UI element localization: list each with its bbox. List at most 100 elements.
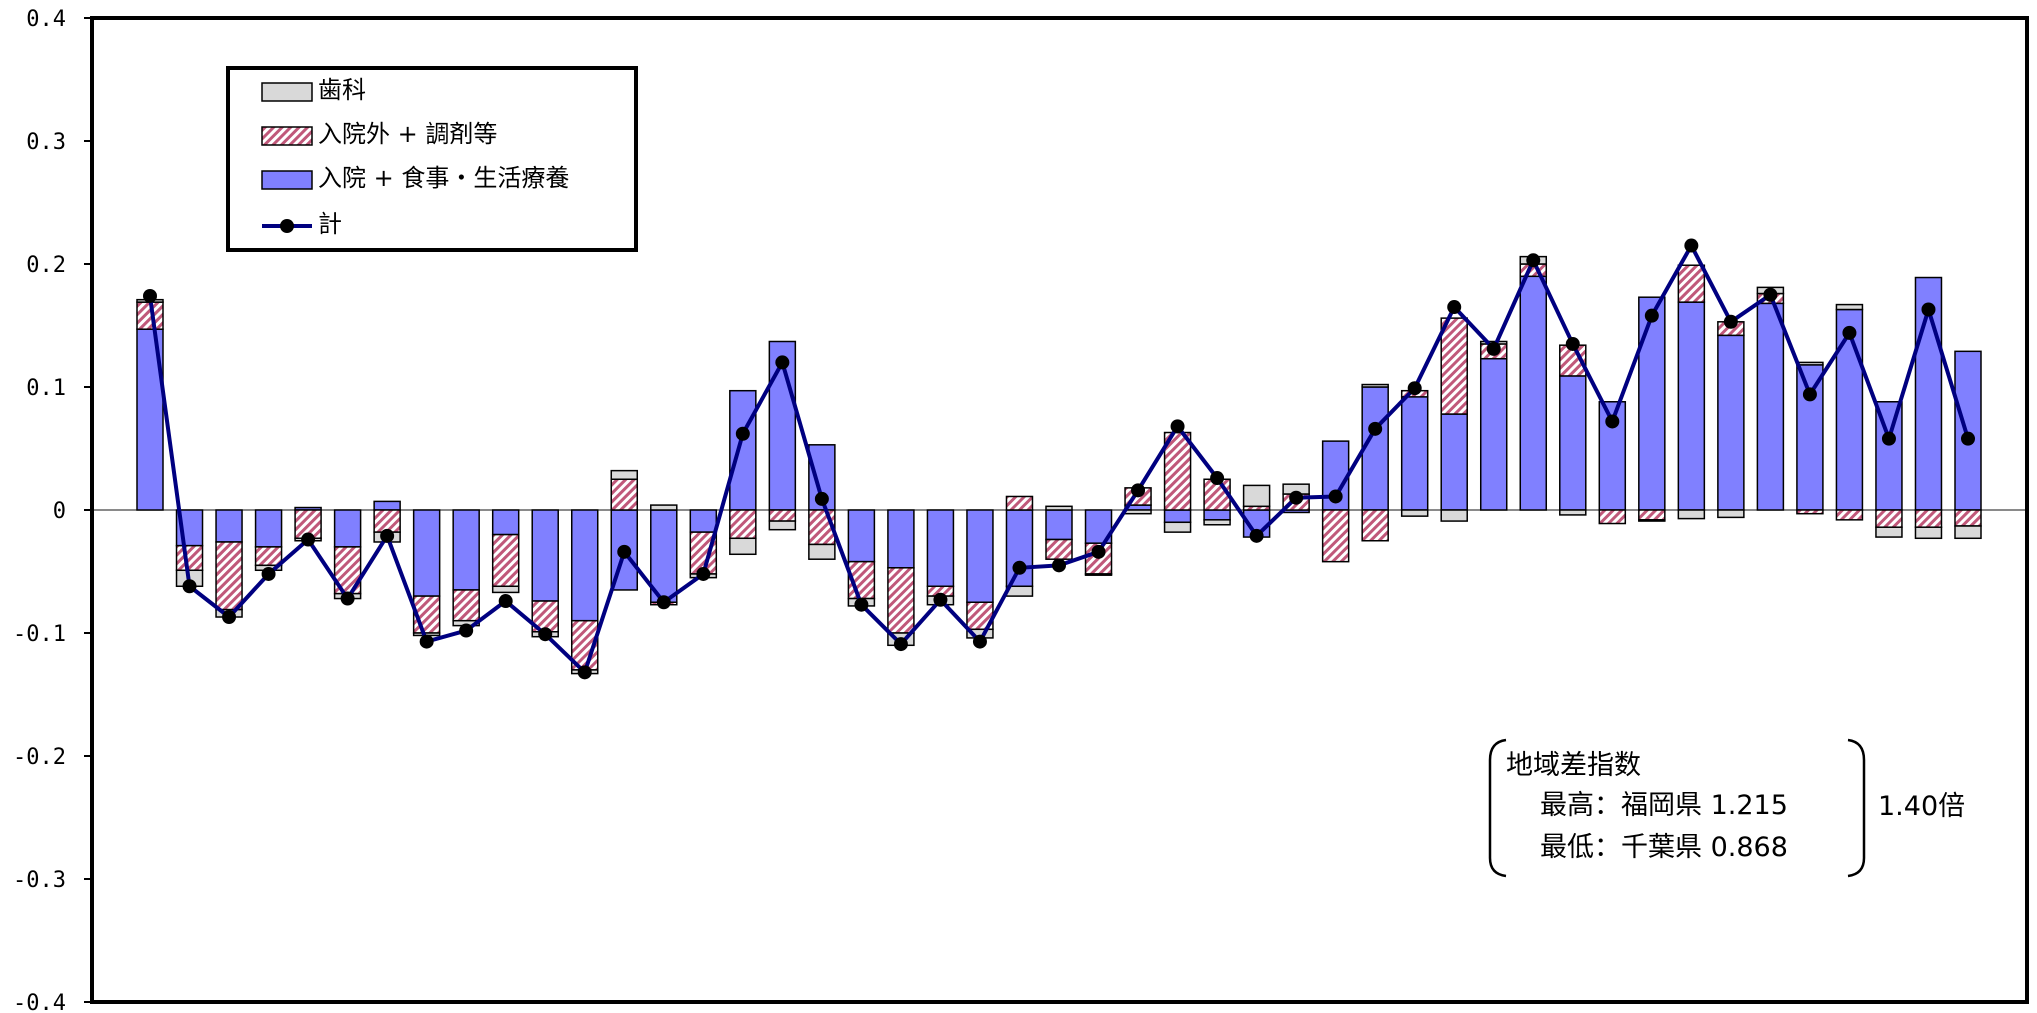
bar-segment-dental	[1914, 526, 1943, 540]
total-point	[1368, 421, 1383, 436]
bar-segment-outpatient	[729, 509, 757, 540]
bar-segment-dental	[1440, 509, 1468, 522]
index-ratio: 1.40倍	[1878, 791, 1965, 822]
right-bracket	[1847, 738, 1866, 878]
bar-segment-outpatient	[175, 544, 204, 572]
bar-segment-inpatient	[254, 509, 283, 548]
total-point	[1131, 483, 1146, 498]
y-tick-label: -0.1	[13, 622, 66, 647]
total-point	[1170, 419, 1185, 434]
left-bracket	[1488, 738, 1507, 878]
total-point	[222, 610, 237, 625]
total-point	[1881, 431, 1896, 446]
total-point	[893, 637, 908, 652]
total-point	[498, 594, 513, 609]
total-point	[1407, 381, 1422, 396]
bar-segment-outpatient	[215, 541, 243, 611]
bar-segment-inpatient	[966, 509, 994, 603]
total-point	[775, 355, 790, 370]
bar-segment-outpatient	[1914, 509, 1943, 528]
bar-segment-dental	[729, 537, 757, 556]
total-point	[1052, 558, 1066, 573]
bar-segment-inpatient	[887, 509, 915, 569]
total-point	[1644, 308, 1659, 323]
bar-segment-outpatient	[1598, 509, 1627, 525]
plot-area-frame	[90, 16, 2029, 1004]
bar-segment-inpatient	[1005, 509, 1034, 588]
total-point	[143, 288, 157, 303]
bar-segment-outpatient	[768, 509, 797, 522]
total-point	[1684, 238, 1699, 253]
bar-segment-inpatient	[373, 500, 401, 511]
total-point	[1091, 544, 1106, 559]
bar-segment-dental	[610, 469, 639, 481]
total-point	[1763, 287, 1778, 302]
legend-label-inpatient: 入院 + 食事・生活療養	[318, 164, 569, 192]
bar-segment-dental	[1163, 521, 1192, 533]
index-title: 地域差指数	[1506, 750, 1641, 781]
legend: 歯科 入院外 + 調剤等 入院 + 食事・生活療養 計	[226, 66, 638, 252]
total-line	[143, 238, 1975, 680]
bar-segment-dental	[1400, 509, 1429, 517]
bar-segment-outpatient	[1796, 509, 1824, 515]
total-point	[735, 426, 750, 441]
bar-segment-outpatient	[491, 533, 520, 588]
y-tick-label: 0	[53, 499, 66, 524]
total-point	[1012, 560, 1027, 575]
bar-segment-outpatient	[1954, 509, 1982, 527]
total-point	[814, 491, 829, 506]
legend-swatch-outpatient	[261, 126, 313, 146]
bar-segment-inpatient	[1479, 357, 1508, 511]
total-point	[1842, 325, 1857, 340]
index-high: 最高：福岡県 1.215	[1540, 790, 1788, 821]
bar-segment-outpatient	[1835, 509, 1864, 521]
bar-segment-inpatient	[1163, 509, 1192, 524]
bar-segment-outpatient	[610, 478, 639, 511]
bar-segment-inpatient	[847, 509, 876, 563]
bar-segment-outpatient	[373, 509, 401, 533]
bar-segment-inpatient	[1045, 509, 1073, 541]
total-point	[854, 597, 869, 612]
bar-segment-inpatient	[1203, 509, 1231, 521]
bar-segment-inpatient	[1440, 413, 1468, 511]
total-point	[933, 592, 948, 607]
bar-segment-inpatient	[1400, 396, 1429, 511]
bar-segment-dental	[1638, 519, 1666, 522]
bar-segment-inpatient	[1361, 386, 1389, 511]
bar-segment-dental	[1835, 303, 1864, 311]
y-tick-label: 0.4	[26, 7, 66, 32]
total-point	[656, 595, 671, 610]
index-annotation: 地域差指数 最高：福岡県 1.215 最低：千葉県 0.868 1.40倍	[1488, 738, 1965, 878]
bar-segment-dental	[650, 504, 678, 511]
bar-segment-dental	[1203, 519, 1231, 526]
legend-label-outpatient: 入院外 + 調剤等	[318, 120, 497, 148]
total-point	[577, 665, 592, 680]
bar-segment-inpatient	[1519, 275, 1548, 511]
bar-segment-inpatient	[570, 509, 599, 622]
bar-segment-outpatient	[452, 589, 480, 622]
total-point	[459, 623, 474, 638]
bar-segment-dental	[1124, 509, 1152, 515]
bar-segment-inpatient	[1559, 375, 1587, 511]
total-point	[1210, 471, 1225, 486]
bar-segment-dental	[1361, 383, 1389, 388]
bar-segment-outpatient	[1638, 509, 1666, 521]
y-axis-ticks: 0.4 0.3 0.2 0.1 0 -0.1 -0.2 -0.3 -0.4	[13, 7, 92, 1013]
total-point	[1328, 489, 1343, 504]
bar-segment-inpatient	[1954, 350, 1982, 511]
total-point	[380, 528, 395, 543]
bar-segment-inpatient	[1756, 302, 1785, 511]
bar-segment-inpatient	[412, 509, 441, 597]
bar-segment-inpatient	[689, 509, 718, 533]
bar-segment-dental	[1954, 525, 1982, 540]
bar-segment-dental	[1084, 573, 1113, 576]
bar-segment-outpatient	[1321, 509, 1350, 563]
bar-segment-dental	[1717, 509, 1745, 519]
total-point	[1723, 314, 1738, 329]
bar-segment-dental	[768, 520, 797, 531]
legend-swatch-total-marker	[280, 219, 294, 233]
total-point	[1921, 302, 1936, 317]
bar-segment-dental	[1796, 361, 1824, 366]
total-point	[538, 627, 553, 642]
